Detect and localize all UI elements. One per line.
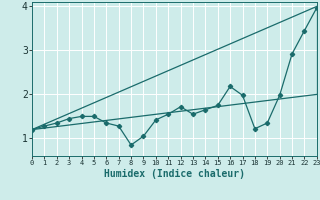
- X-axis label: Humidex (Indice chaleur): Humidex (Indice chaleur): [104, 169, 245, 179]
